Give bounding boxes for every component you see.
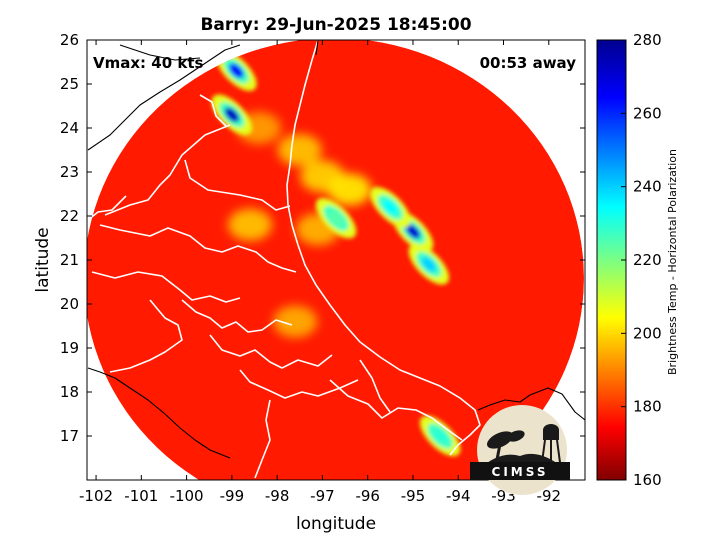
state-border-north [199,94,227,127]
outer-border-se [529,387,585,421]
x-tick-label-7: -95 [401,487,426,505]
x-tick-label-6: -96 [355,487,380,505]
state-border-tamaulipas [104,124,231,216]
y-tick-label-6: 23 [60,163,79,181]
chart-title: Barry: 29-Jun-2025 18:45:00 [200,15,471,35]
x-axis-ticks: -102 -101 -100 -99 -98 -97 -96 -95 -94 -93 -92 [79,40,561,505]
state-border-qro [181,299,293,333]
colorbar-tick-label-3: 220 [633,251,662,269]
gulf-coastline [286,40,481,456]
svg-text:CIMSS: CIMSS [492,465,549,479]
outer-coast-south [87,367,231,459]
colorbar-tick-label-4: 240 [633,178,662,196]
state-border-oax-chis [329,379,463,441]
x-tick-label-1: -101 [124,487,158,505]
state-border-west [87,195,127,221]
y-tick-label-3: 20 [60,295,79,313]
feature-10 [277,134,322,166]
x-tick-label-0: -102 [79,487,113,505]
y-tick-label-7: 24 [60,119,79,137]
feature-5-layer-2 [432,428,448,444]
colorbar-tick-label-1: 180 [633,398,662,416]
y-tick-label-1: 18 [60,383,79,401]
feature-11 [227,208,272,241]
feature-12 [273,305,318,338]
outer-coast-east [477,394,531,411]
x-tick-label-8: -94 [446,487,471,505]
colorbar-tick-label-2: 200 [633,324,662,342]
colorbar-ticks: 160 180 200 220 240 260 280 [621,31,662,489]
state-border-zac [91,271,241,303]
state-border-hgo [209,334,333,369]
x-tick-label-2: -100 [170,487,204,505]
y-tick-label-4: 21 [60,251,79,269]
x-axis-label: longitude [296,514,376,534]
x-tick-label-5: -97 [310,487,335,505]
y-axis-ticks: 17 18 19 20 21 22 23 24 25 26 [60,31,585,445]
colorbar: 160 180 200 220 240 260 280 Brightness Temp - … [596,31,679,489]
feature-1-layer-2 [383,199,398,215]
y-tick-label-8: 25 [60,75,79,93]
feature-4-layer-2 [229,63,244,79]
outer-coastline [315,40,319,56]
y-axis-label: latitude [33,227,53,292]
colorbar-label: Brightness Temp - Horizontal Polarizatio… [666,149,679,375]
feature-2-layer-2 [421,257,437,272]
state-border-slp [99,224,297,273]
y-tick-label-2: 19 [60,339,79,357]
time-away-label: 00:53 away [480,54,577,72]
colorbar-tick-label-6: 280 [633,31,662,49]
colorbar-tick-label-5: 260 [633,104,662,122]
y-tick-label-5: 22 [60,207,79,225]
state-border-nl [184,159,291,211]
feature-0-layer-2 [405,224,421,239]
map-boundaries [87,40,585,479]
state-border-pue [239,369,359,399]
feature-6-layer-2 [328,210,344,226]
outer-border-north [87,44,241,151]
y-tick-label-9: 26 [60,31,79,49]
state-border-ver-oax [254,399,271,479]
state-border-gto [109,299,183,373]
y-tick-label-0: 17 [60,427,79,445]
satellite-dish-icon [486,430,525,466]
colorbar-tick-label-0: 160 [633,471,662,489]
x-tick-label-3: -99 [220,487,245,505]
x-tick-label-4: -98 [265,487,290,505]
outer-border-ne [119,44,201,61]
feature-8 [300,160,345,193]
feature-3-layer-2 [224,107,240,123]
vmax-label: Vmax: 40 kts [93,54,203,72]
state-border-south [359,359,391,413]
cimss-logo: CIMSS [470,405,570,495]
x-tick-label-10: -92 [537,487,562,505]
